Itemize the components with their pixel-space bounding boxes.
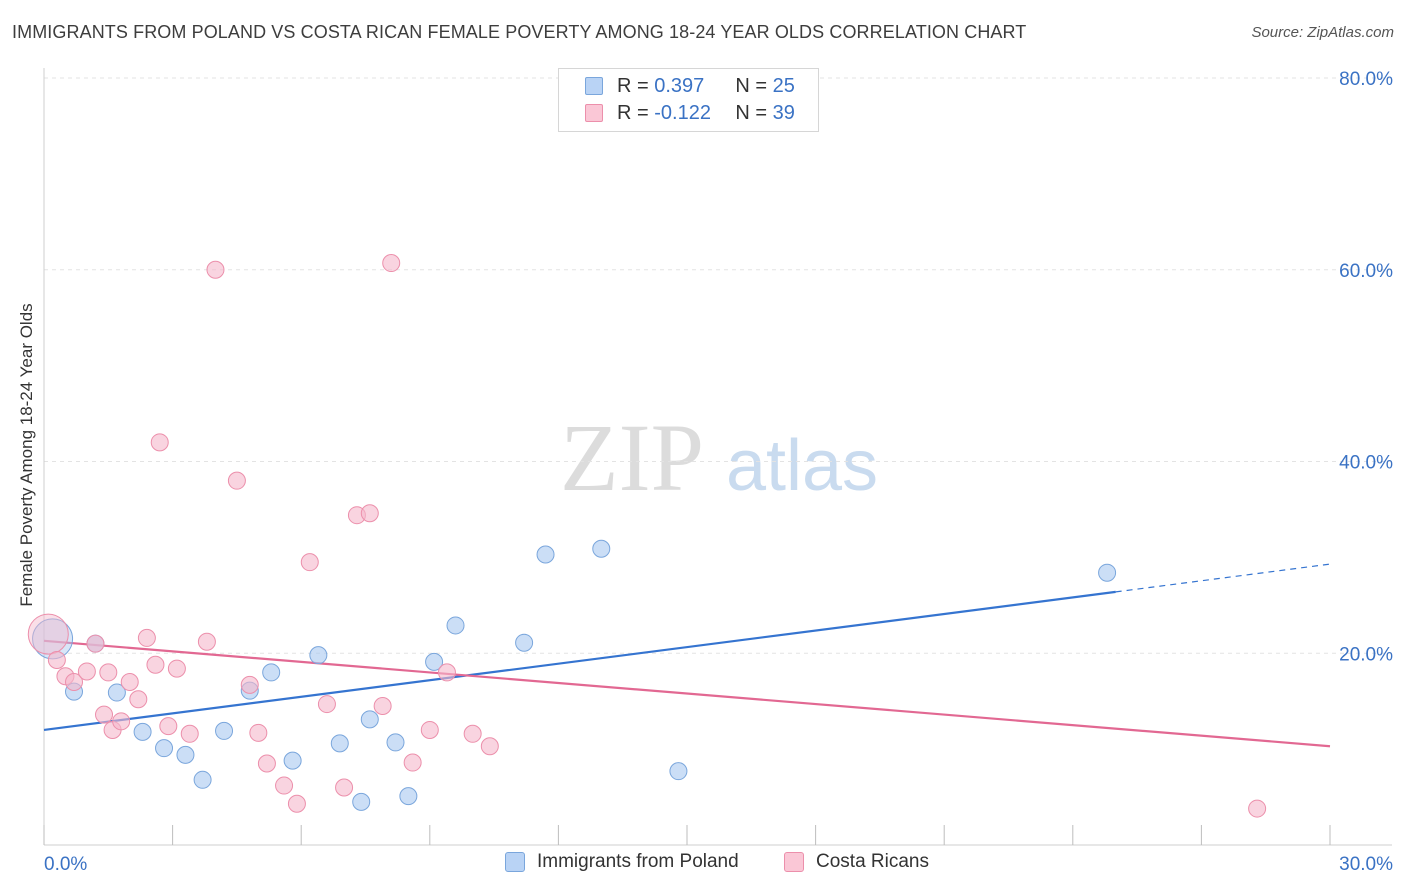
y-tick-label: 60.0% bbox=[1339, 261, 1393, 282]
costa-rica-point bbox=[360, 504, 379, 523]
r-label: R = bbox=[617, 101, 649, 124]
poland-point bbox=[669, 762, 688, 781]
poland-point bbox=[592, 539, 611, 558]
poland-point bbox=[386, 733, 405, 752]
costa-rica-point bbox=[420, 720, 439, 739]
costa-rica-point bbox=[146, 655, 165, 674]
poland-point bbox=[155, 739, 174, 758]
stats-row-costa-rica: R = -0.122 N = 39 bbox=[585, 100, 795, 126]
costa-rica-point bbox=[480, 737, 499, 756]
legend-label: Immigrants from Poland bbox=[537, 851, 739, 872]
costa-rica-legend-swatch bbox=[784, 852, 804, 872]
costa-rica-point bbox=[95, 705, 114, 724]
x-tick-label: 0.0% bbox=[44, 854, 87, 875]
poland-point bbox=[262, 663, 281, 682]
costa-rica-point bbox=[150, 433, 169, 452]
poland-point bbox=[309, 646, 328, 665]
poland-point bbox=[536, 545, 555, 564]
trend-line-poland bbox=[43, 590, 1116, 732]
watermark-atlas: atlas bbox=[726, 426, 878, 506]
costa-rica-point bbox=[249, 723, 268, 742]
n-value: 25 bbox=[772, 74, 795, 97]
costa-rica-point bbox=[300, 553, 319, 572]
costa-rica-point bbox=[206, 260, 225, 279]
costa-rica-point bbox=[137, 628, 156, 647]
costa-rica-point bbox=[1248, 799, 1267, 818]
poland-point bbox=[399, 787, 418, 806]
costa-rica-point bbox=[335, 778, 354, 797]
poland-point bbox=[446, 616, 465, 635]
x-tick-label: 30.0% bbox=[1339, 854, 1393, 875]
costa-rica-point bbox=[47, 650, 66, 669]
costa-rica-point bbox=[403, 753, 422, 772]
costa-rica-point bbox=[86, 634, 105, 653]
costa-rica-point bbox=[159, 717, 178, 736]
poland-point bbox=[133, 722, 152, 741]
costa-rica-point bbox=[317, 695, 336, 714]
costa-rica-point bbox=[437, 663, 456, 682]
poland-point bbox=[330, 734, 349, 753]
costa-rica-point bbox=[77, 662, 96, 681]
costa-rica-point bbox=[227, 471, 246, 490]
n-value: 39 bbox=[772, 101, 795, 124]
r-value: 0.397 bbox=[654, 74, 705, 97]
n-label: N = bbox=[735, 101, 768, 124]
poland-point bbox=[215, 721, 234, 740]
costa-rica-point bbox=[257, 754, 276, 773]
legend-item-costa-rica[interactable]: Costa Ricans bbox=[784, 851, 929, 873]
costa-rica-point bbox=[129, 690, 148, 709]
costa-rica-point bbox=[112, 712, 131, 731]
poland-point bbox=[352, 792, 371, 811]
costa-rica-point bbox=[382, 254, 401, 273]
trend-line-costa-rica bbox=[43, 639, 1331, 748]
y-axis-title: Female Poverty Among 18-24 Year Olds bbox=[17, 303, 36, 606]
watermark-zip: ZIP bbox=[560, 404, 704, 511]
poland-point bbox=[515, 633, 534, 652]
legend-label: Costa Ricans bbox=[816, 851, 929, 872]
y-tick-label: 20.0% bbox=[1339, 644, 1393, 665]
poland-swatch bbox=[585, 77, 603, 95]
costa-rica-point bbox=[167, 659, 186, 678]
trend-line-extension bbox=[1115, 563, 1331, 593]
costa-rica-point bbox=[463, 724, 482, 743]
poland-point bbox=[283, 751, 302, 770]
y-tick-label: 40.0% bbox=[1339, 453, 1393, 474]
y-tick-label: 80.0% bbox=[1339, 69, 1393, 90]
costa-rica-point bbox=[99, 663, 118, 682]
costa-rica-point bbox=[373, 696, 392, 715]
legend-item-poland[interactable]: Immigrants from Poland bbox=[505, 851, 739, 873]
poland-legend-swatch bbox=[505, 852, 525, 872]
poland-point bbox=[176, 745, 195, 764]
costa-rica-point bbox=[180, 724, 199, 743]
stats-legend: R = 0.397 N = 25 R = -0.122 N = 39 bbox=[558, 68, 819, 132]
poland-point bbox=[425, 652, 444, 671]
chart-title: IMMIGRANTS FROM POLAND VS COSTA RICAN FE… bbox=[12, 22, 1027, 42]
poland-point bbox=[107, 683, 126, 702]
n-label: N = bbox=[735, 74, 768, 97]
poland-point bbox=[360, 710, 379, 729]
costa-rica-point bbox=[27, 613, 69, 655]
costa-rica-point bbox=[120, 673, 139, 692]
poland-point bbox=[1098, 563, 1117, 582]
poland-point bbox=[193, 770, 212, 789]
source-label: Source: ZipAtlas.com bbox=[1251, 24, 1394, 41]
costa-rica-point bbox=[240, 675, 259, 694]
costa-rica-point bbox=[197, 632, 216, 651]
costa-rica-point bbox=[65, 673, 84, 692]
r-value: -0.122 bbox=[654, 101, 711, 124]
costa-rica-point bbox=[275, 776, 294, 795]
stats-row-poland: R = 0.397 N = 25 bbox=[585, 73, 795, 99]
costa-rica-swatch bbox=[585, 104, 603, 122]
costa-rica-point bbox=[287, 794, 306, 813]
r-label: R = bbox=[617, 74, 649, 97]
